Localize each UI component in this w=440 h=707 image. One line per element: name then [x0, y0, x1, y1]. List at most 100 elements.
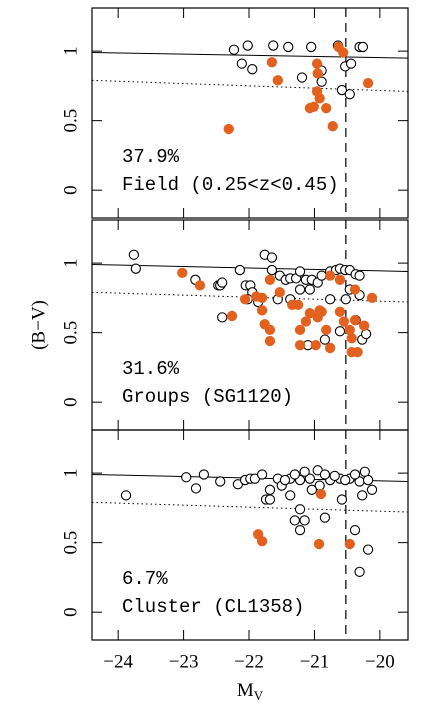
- open-point: [266, 252, 278, 263]
- open-point: [362, 544, 374, 555]
- open-point: [336, 84, 348, 96]
- x-tick-label: −24: [103, 651, 133, 672]
- open-point: [304, 473, 316, 484]
- open-point: [345, 58, 357, 69]
- x-axis-label-main: M: [237, 680, 254, 701]
- filled-point: [294, 324, 306, 336]
- filled-point: [264, 324, 276, 336]
- filled-point: [321, 324, 332, 336]
- annotation: Field (0.25<z<0.45): [122, 174, 339, 196]
- open-point: [360, 328, 372, 340]
- open-point: [299, 515, 310, 526]
- open-point: [268, 40, 279, 51]
- filled-point: [292, 299, 304, 310]
- open-point: [316, 270, 327, 281]
- filled-point: [274, 287, 285, 298]
- filled-point: [352, 346, 363, 358]
- filled-point: [359, 320, 370, 331]
- y-tick-label: 0.5: [60, 109, 81, 133]
- y-tick-label: 1: [60, 258, 81, 268]
- open-point: [340, 294, 351, 305]
- open-point: [128, 249, 140, 260]
- filled-point: [349, 314, 361, 326]
- y-tick-label: 0.5: [60, 321, 81, 345]
- filled-point: [349, 284, 361, 295]
- x-axis-label-sub: V: [254, 688, 264, 703]
- open-point: [329, 470, 340, 482]
- open-point: [296, 72, 308, 83]
- filled-point: [314, 305, 325, 316]
- y-tick-label: 0: [60, 185, 81, 195]
- open-point: [283, 41, 294, 53]
- filled-point: [334, 274, 346, 285]
- filled-point: [366, 292, 378, 304]
- annotation: Groups (SG1120): [122, 386, 293, 408]
- annotation: 37.9%: [122, 146, 180, 168]
- open-point: [217, 312, 228, 323]
- open-point: [340, 474, 351, 486]
- filled-point: [256, 305, 268, 316]
- open-point: [181, 472, 192, 483]
- filled-point: [194, 280, 206, 291]
- open-point: [299, 466, 310, 477]
- open-point: [306, 484, 317, 495]
- annotation: Cluster (CL1358): [122, 596, 304, 618]
- filled-point: [264, 335, 276, 347]
- open-point: [289, 515, 300, 526]
- filled-point: [312, 68, 323, 79]
- filled-point: [264, 274, 276, 285]
- open-point: [349, 524, 361, 536]
- filled-point: [300, 316, 312, 327]
- open-point: [130, 263, 141, 274]
- filled-point: [315, 488, 327, 500]
- open-point: [357, 41, 369, 53]
- open-point: [357, 490, 368, 501]
- filled-point: [256, 292, 268, 304]
- open-point: [304, 284, 316, 295]
- open-point: [120, 490, 132, 501]
- open-point: [319, 334, 331, 345]
- filled-point: [344, 538, 355, 550]
- x-tick-label: −20: [365, 651, 395, 672]
- filled-point: [338, 316, 350, 327]
- annotation: 6.7%: [122, 568, 168, 590]
- open-point: [285, 490, 296, 501]
- filled-point: [304, 102, 316, 114]
- open-point: [334, 326, 346, 337]
- filled-point: [304, 308, 316, 319]
- panel-frame: [91, 429, 409, 641]
- filled-point: [324, 270, 336, 281]
- filled-point: [346, 333, 357, 344]
- filled-point: [362, 77, 374, 89]
- filled-point: [324, 342, 336, 354]
- filled-point: [226, 310, 238, 322]
- filled-point: [256, 536, 268, 547]
- y-tick-label: 0: [60, 397, 81, 407]
- open-point: [294, 524, 306, 536]
- dotted-line: [91, 79, 409, 92]
- filled-point: [223, 123, 234, 135]
- filled-point: [239, 294, 251, 305]
- open-point: [266, 264, 278, 276]
- open-point: [349, 469, 361, 480]
- panel-frame: [91, 7, 409, 219]
- open-point: [354, 566, 365, 578]
- open-point: [316, 76, 327, 87]
- filled-point: [272, 75, 283, 86]
- open-point: [294, 284, 306, 295]
- open-point: [354, 270, 365, 281]
- filled-point: [314, 93, 325, 104]
- dotted-line: [91, 501, 409, 513]
- x-tick-label: −21: [300, 651, 330, 672]
- filled-point: [310, 340, 321, 351]
- filled-point: [266, 57, 278, 68]
- open-point: [319, 512, 331, 523]
- y-tick-label: 0.5: [60, 531, 81, 555]
- y-axis-label: (B−V): [28, 300, 49, 350]
- open-point: [236, 58, 247, 69]
- open-point: [256, 469, 268, 480]
- open-point: [336, 494, 348, 505]
- open-point: [215, 476, 226, 487]
- filled-point: [294, 340, 306, 351]
